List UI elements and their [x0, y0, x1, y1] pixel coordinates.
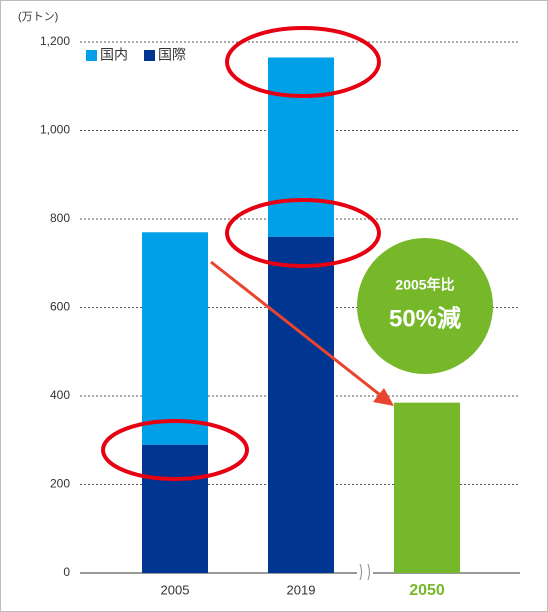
legend-swatch: [144, 50, 155, 61]
annotation-line: 2005年比: [395, 277, 454, 293]
axis-break-bg: [357, 563, 373, 583]
arrow-line: [210, 260, 385, 400]
legend-swatch: [86, 50, 97, 61]
y-tick-label: 0: [63, 565, 70, 579]
legend-label: 国内: [100, 47, 128, 63]
y-tick-label: 400: [50, 388, 70, 402]
annotation-circle: [357, 238, 493, 374]
highlight-ellipse: [225, 198, 381, 268]
legend-label: 国際: [158, 47, 186, 63]
y-tick-label: 1,000: [40, 123, 70, 137]
axis-break: [359, 563, 370, 581]
bar-segment: [268, 57, 334, 237]
y-tick-label: 600: [50, 300, 70, 314]
y-axis-label: (万トン): [18, 11, 58, 23]
x-tick-label: 2050: [409, 582, 445, 599]
target-bar: [394, 402, 460, 573]
y-tick-label: 1,200: [40, 34, 70, 48]
bar-segment: [142, 232, 208, 445]
x-tick-label: 2019: [287, 582, 316, 597]
bar-segment: [142, 444, 208, 573]
highlight-ellipse: [225, 26, 381, 98]
y-tick-label: 200: [50, 477, 70, 491]
x-tick-label: 2005: [161, 582, 190, 597]
y-tick-label: 800: [50, 211, 70, 225]
arrow-head: [373, 388, 394, 406]
highlight-ellipse: [101, 419, 249, 481]
bar-segment: [268, 236, 334, 573]
annotation-line: 50%減: [389, 305, 461, 332]
